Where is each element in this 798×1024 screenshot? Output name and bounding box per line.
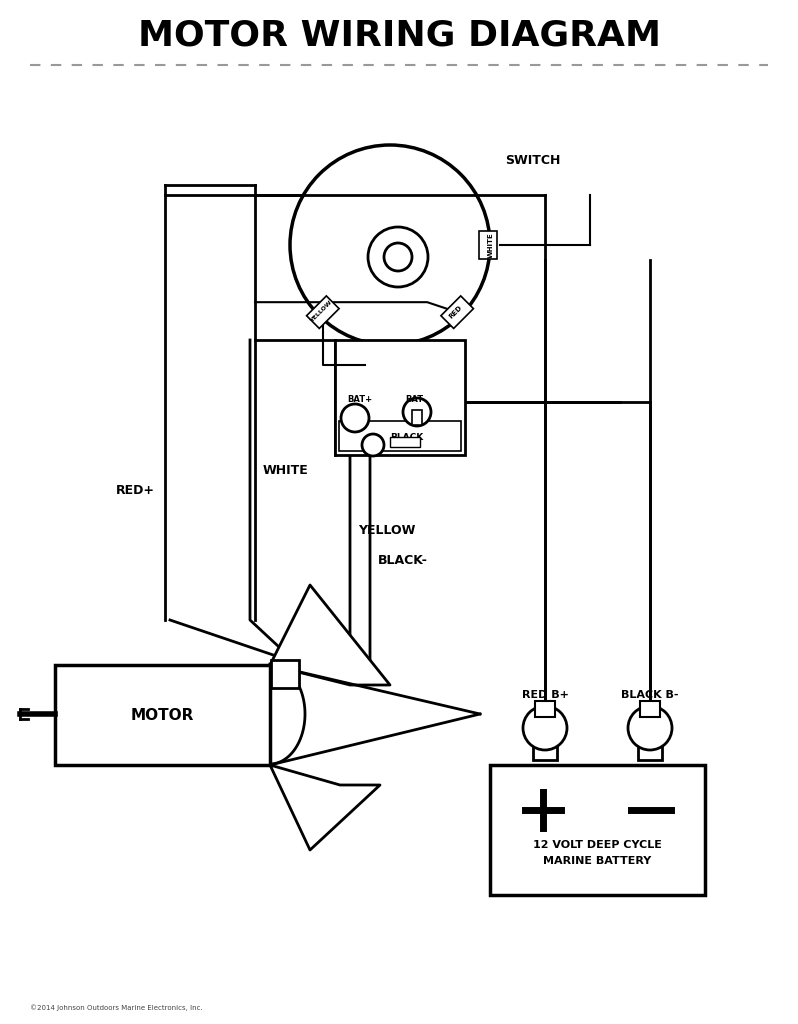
Text: BAT+: BAT+ — [347, 395, 373, 404]
Text: RED+: RED+ — [116, 483, 155, 497]
Circle shape — [362, 434, 384, 456]
Bar — [390, 437, 420, 447]
Circle shape — [403, 398, 431, 426]
Circle shape — [628, 706, 672, 750]
Circle shape — [341, 404, 369, 432]
Bar — [441, 296, 473, 329]
Polygon shape — [270, 765, 380, 850]
Text: BLACK: BLACK — [390, 433, 424, 442]
Bar — [412, 410, 422, 425]
Text: SWITCH: SWITCH — [505, 154, 560, 167]
Text: MOTOR WIRING DIAGRAM: MOTOR WIRING DIAGRAM — [137, 19, 661, 53]
Bar — [55, 665, 270, 765]
Bar — [306, 296, 339, 329]
Bar — [479, 231, 497, 259]
Text: RED: RED — [448, 304, 463, 319]
Bar — [335, 340, 465, 455]
Text: RED B+: RED B+ — [522, 690, 568, 700]
Text: WHITE: WHITE — [263, 464, 309, 476]
Text: BLACK-: BLACK- — [378, 554, 428, 566]
Circle shape — [384, 243, 412, 271]
Circle shape — [368, 227, 428, 287]
Bar — [271, 660, 299, 688]
Text: BAT-: BAT- — [405, 395, 425, 404]
Text: BLACK B-: BLACK B- — [622, 690, 679, 700]
Text: YELLOW: YELLOW — [358, 523, 416, 537]
Bar — [490, 765, 705, 895]
Bar — [535, 701, 555, 717]
Bar — [339, 421, 461, 451]
Text: 12 VOLT DEEP CYCLE: 12 VOLT DEEP CYCLE — [533, 840, 662, 850]
Bar — [533, 738, 557, 760]
Text: ©2014 Johnson Outdoors Marine Electronics, Inc.: ©2014 Johnson Outdoors Marine Electronic… — [30, 1005, 203, 1012]
Text: YELLOW: YELLOW — [309, 300, 333, 324]
Text: MOTOR: MOTOR — [131, 708, 194, 723]
Text: WHITE: WHITE — [488, 232, 494, 258]
Text: MARINE BATTERY: MARINE BATTERY — [543, 856, 652, 866]
Bar — [638, 738, 662, 760]
Bar — [640, 701, 660, 717]
Circle shape — [290, 145, 490, 345]
Polygon shape — [270, 585, 390, 685]
Circle shape — [523, 706, 567, 750]
